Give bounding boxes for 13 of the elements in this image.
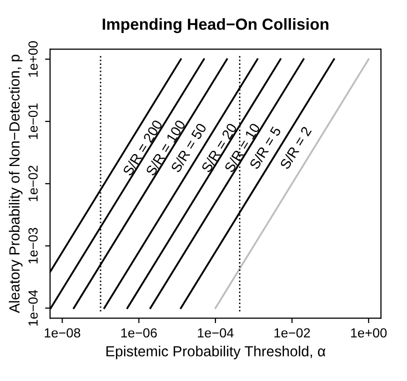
chart-title: Impending Head−On Collision [102, 18, 328, 34]
x-tick-label: 1e−04 [198, 328, 234, 338]
x-tick-label: 1e−02 [274, 328, 310, 338]
y-tick-label: 1e+00 [28, 41, 38, 77]
y-tick-label: 1e−02 [28, 166, 38, 202]
y-tick-label: 1e−01 [28, 104, 38, 139]
x-tick-label: 1e+00 [351, 328, 387, 338]
text: S/R = 2 [279, 126, 312, 170]
y-axis-title: Aleatory Probability of Non−Detection, p [8, 54, 22, 314]
x-axis-title: Epistemic Probability Threshold, α [106, 346, 326, 360]
y-tick-label: 1e−03 [28, 228, 38, 264]
x-tick-label: 1e−06 [121, 328, 157, 338]
x-tick-label: 1e−08 [44, 328, 80, 338]
